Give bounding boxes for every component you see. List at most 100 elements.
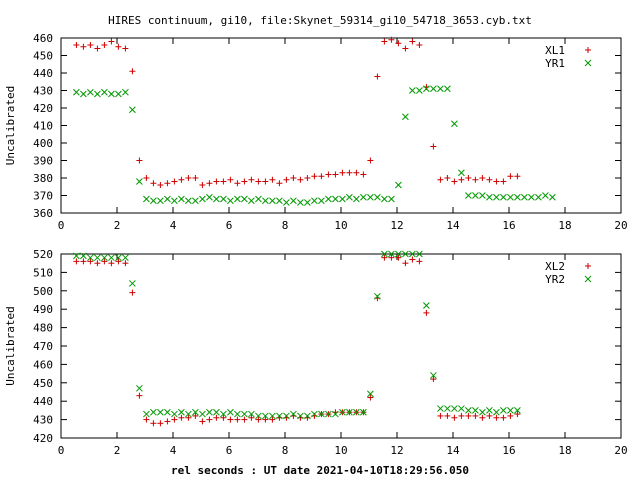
chart2-yr2-point (360, 408, 367, 416)
chart1-xl1-point (283, 176, 290, 183)
chart1-yr1-point (136, 178, 143, 185)
chart2-ytick-label: 420 (33, 432, 53, 445)
chart2-yr2-point-b (451, 405, 458, 412)
chart1-yr1-point-b (465, 192, 472, 199)
chart2-xl2-point (171, 416, 178, 423)
chart1-yr1-point-b (528, 193, 535, 201)
chart2-yr2-point-b (507, 407, 514, 414)
chart1-yr1-point-b (437, 85, 444, 93)
chart2-yr2-point-b (227, 408, 234, 416)
chart1-xl1-point (122, 45, 129, 52)
chart2-xl2-point (479, 414, 486, 421)
chart2-yr2-point (395, 250, 402, 258)
chart1-ylabel: Uncalibrated (4, 86, 17, 165)
chart1-xl1-point (115, 43, 122, 50)
chart1-yr1-point (129, 106, 136, 114)
chart1-yr1-point-b (213, 195, 220, 203)
chart2-yr2-point (178, 408, 185, 416)
chart1-yr1-point-b (73, 88, 80, 96)
chart1-yr1-point-b (381, 195, 388, 203)
chart1-xl1-point (311, 173, 318, 180)
chart1-yr1-point-b (507, 193, 514, 201)
chart1-ytick-label: 420 (33, 102, 53, 115)
chart1-ytick-label: 460 (33, 32, 53, 45)
chart1-xl1-point (416, 42, 423, 48)
chart2-yr2-point (465, 407, 472, 414)
chart1-series-yr1 (73, 85, 556, 206)
chart1-yr1-point (178, 195, 185, 203)
chart1-yr1-point-b (80, 90, 87, 98)
chart1-yr1-point (381, 195, 388, 203)
chart2-yr2-point-b (192, 408, 199, 416)
chart1-xl1-point (304, 175, 311, 181)
chart1-xl1-point (500, 178, 507, 185)
chart1-yr1-point-b (241, 195, 248, 203)
chart1-yr1-point (171, 197, 178, 205)
chart2-xl2-point (115, 258, 122, 265)
chart1-yr1-point-b (227, 197, 234, 205)
chart2-yr2-point (171, 410, 178, 418)
chart1-ytick-label: 390 (33, 155, 53, 168)
chart2-yr2-point-b (220, 410, 227, 418)
chart1-ytick-label: 430 (33, 85, 53, 98)
chart1-xl1-point (444, 175, 451, 181)
chart1-yr1-point-b (374, 193, 381, 201)
chart1-yr1-point-b (535, 193, 542, 201)
chart1-legend-marker (584, 59, 592, 67)
chart2-xl2-point (150, 420, 157, 427)
chart1-yr1-point (451, 120, 458, 128)
chart2-yr2-point-b (171, 410, 178, 418)
chart2-yr2-point-b (276, 412, 283, 420)
chart1-xl1-point (199, 182, 206, 188)
chart2-yr2-point (311, 410, 318, 418)
chart2-yr2-point (325, 410, 332, 418)
chart1-yr1-point (479, 192, 486, 199)
chart1-yr1-point (500, 193, 507, 201)
chart2-yr2-point (143, 410, 150, 418)
chart1-yr1-point-b (353, 195, 360, 203)
chart1-yr1-point-b (325, 195, 332, 203)
chart1-yr1-point-b (444, 85, 451, 93)
chart2-yr2-point-b (269, 412, 276, 420)
chart2-yr2-point (73, 252, 80, 260)
chart1-yr1-point (213, 195, 220, 203)
chart1-yr1-point (549, 193, 556, 201)
chart2-xl2-point (192, 412, 199, 419)
chart1-yr1-point (234, 195, 241, 203)
chart1-yr1-point (185, 197, 192, 205)
chart1-yr1-point-b (430, 85, 437, 93)
chart2-xtick-label: 6 (226, 444, 233, 457)
chart2-yr2-point (206, 408, 213, 416)
chart1-yr1-point-b (514, 193, 521, 201)
chart1-xl1-point (206, 180, 213, 187)
chart2-xl2-point (164, 418, 171, 425)
chart1-xl1-point (241, 178, 248, 185)
chart1-xl1-point (101, 42, 108, 48)
chart2-yr2-point-b (283, 412, 290, 420)
chart1-yr1-point (150, 197, 157, 205)
chart2-yr2-point-b (101, 254, 108, 262)
chart1-yr1-point-b (521, 193, 528, 201)
chart1-xl1-point (276, 180, 283, 187)
chart1-yr1-point (437, 85, 444, 93)
chart2-yr2-point (374, 292, 381, 300)
chart2-xl2-point (444, 412, 451, 419)
chart1-yr1-point (514, 193, 521, 201)
chart1-yr1-point-b (472, 192, 479, 199)
chart1-xl1-point (507, 173, 514, 180)
chart1-yr1-point-b (255, 195, 262, 203)
chart1-yr1-point-b (143, 195, 150, 203)
chart1-yr1-point-b (388, 195, 395, 203)
chart1-title: HIRES continuum, gi10, file:Skynet_59314… (108, 14, 532, 27)
chart2-ylabel: Uncalibrated (4, 306, 17, 385)
chart1-yr1-point (332, 195, 339, 203)
chart1-xl1-point (402, 45, 409, 52)
chart2-ytick-label: 490 (33, 303, 53, 316)
chart1-yr1-point-b (493, 193, 500, 201)
chart1-ytick-label: 450 (33, 50, 53, 63)
chart1-xl1-point (248, 176, 255, 183)
chart1-yr1-point-b (283, 199, 290, 206)
chart1-xl1-point (486, 176, 493, 183)
chart2-xtick-label: 0 (58, 444, 65, 457)
